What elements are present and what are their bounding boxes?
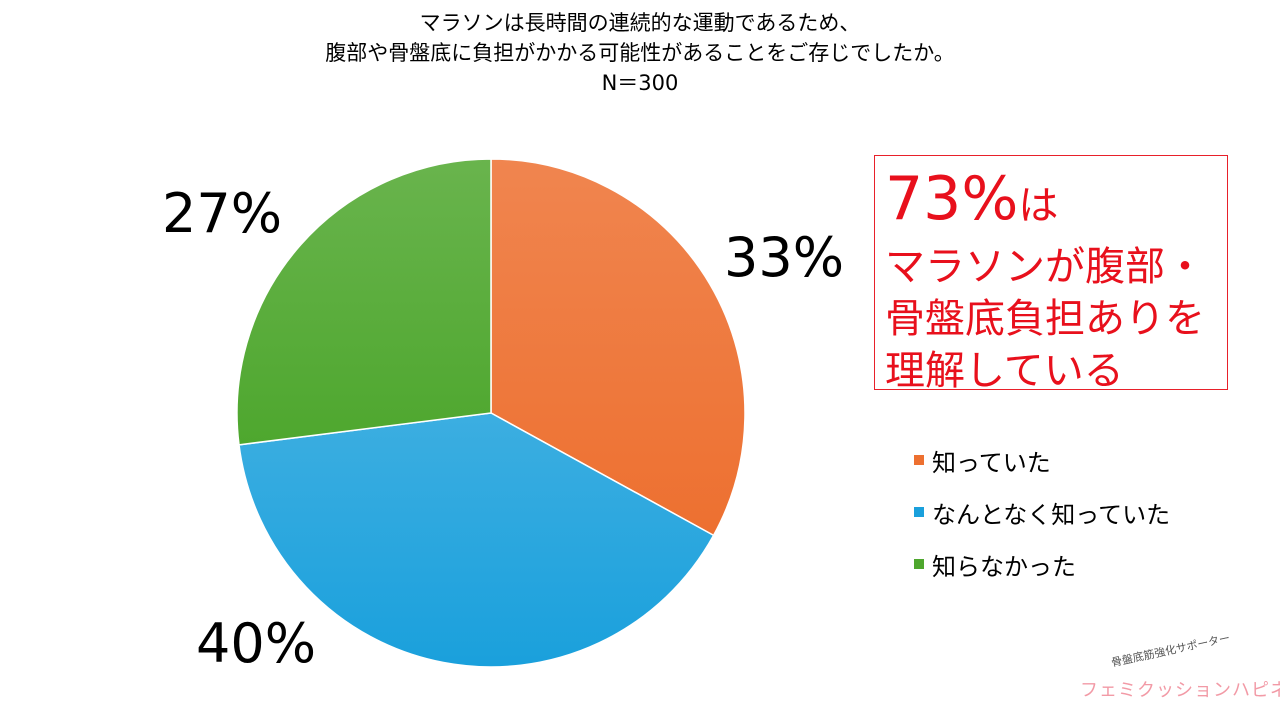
legend-label-somewhat-known: なんとなく知っていた <box>932 500 1171 529</box>
pie-slice-not-known <box>236 158 492 446</box>
callout-line-3: 理解している <box>885 348 1124 394</box>
chart-legend: 知っていた なんとなく知っていた 知らなかった <box>914 434 1170 590</box>
title-line-1: マラソンは長時間の連続的な運動であるため、 <box>419 11 861 35</box>
data-label-somewhat-known: 40% <box>196 612 317 675</box>
callout-big-number: 73% <box>885 164 1019 234</box>
pie-slice-known <box>490 158 746 537</box>
callout-headline: 73%は <box>885 164 1227 241</box>
callout-line-1: マラソンが腹部・ <box>885 244 1205 290</box>
legend-swatch-known <box>914 455 924 465</box>
legend-item-not-known: 知らなかった <box>914 538 1170 590</box>
legend-label-not-known: 知らなかった <box>932 552 1076 581</box>
chart-title: マラソンは長時間の連続的な運動であるため、 腹部や骨盤底に負担がかかる可能性があ… <box>0 8 1280 98</box>
pie-slice-somewhat-known <box>238 412 715 668</box>
title-line-3: N＝300 <box>601 71 679 95</box>
logo-brand: フェミクッションハピネス <box>1080 680 1280 701</box>
brand-logo: 骨盤底筋強化サポーター フェミクッションハピネス <box>1080 632 1280 715</box>
title-line-2: 腹部や骨盤底に負担がかかる可能性があることをご存じでしたか。 <box>325 41 955 65</box>
highlight-callout: 73%は マラソンが腹部・ 骨盤底負担ありを 理解している <box>874 155 1228 394</box>
callout-line-2: 骨盤底負担ありを <box>885 296 1205 342</box>
legend-item-somewhat-known: なんとなく知っていた <box>914 486 1170 538</box>
legend-label-known: 知っていた <box>932 448 1051 477</box>
callout-big-suffix: は <box>1018 183 1059 229</box>
data-label-not-known: 27% <box>162 182 283 245</box>
legend-swatch-somewhat-known <box>914 507 924 517</box>
data-label-known: 33% <box>724 226 845 289</box>
legend-item-known: 知っていた <box>914 434 1170 486</box>
legend-swatch-not-known <box>914 559 924 569</box>
